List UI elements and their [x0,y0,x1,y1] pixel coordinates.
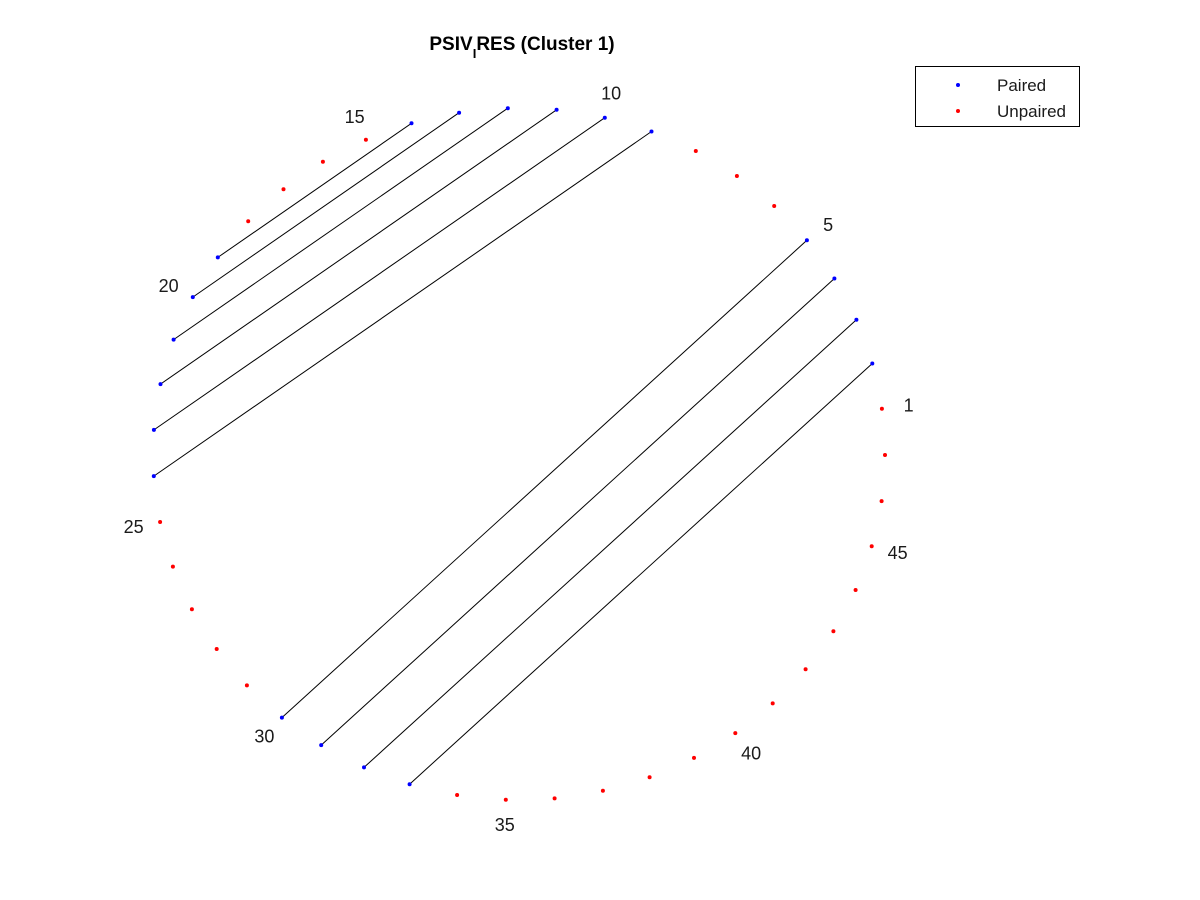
position-label-45: 45 [888,543,908,563]
position-label-10: 10 [601,83,621,103]
unpaired-dot-6 [772,204,777,208]
paired-dot-14 [409,121,414,126]
paired-dot-3 [854,317,859,322]
paired-dot-19 [215,255,220,260]
paired-dot-9 [649,129,654,134]
position-dots [151,106,887,802]
paired-dot-4 [832,276,837,281]
pair-line-9-24 [153,131,652,477]
legend: Paired Unpaired [915,66,1080,127]
position-label-5: 5 [823,215,833,235]
unpaired-dot-42 [803,667,808,672]
unpaired-dot-8 [693,149,698,153]
legend-marker-paired [956,83,960,87]
position-label-15: 15 [345,107,365,127]
unpaired-dot-40 [733,731,738,736]
legend-label-unpaired: Unpaired [997,102,1066,121]
paired-dot-32 [362,765,366,770]
unpaired-dot-18 [246,219,251,224]
unpaired-dot-46 [879,499,884,504]
paired-dot-2 [870,361,875,366]
paired-dot-12 [505,106,510,111]
unpaired-dot-17 [281,187,286,192]
paired-dot-22 [158,382,163,387]
position-label-1: 1 [904,396,914,416]
title-main: PSIV [429,34,473,55]
pair-line-10-23 [153,117,606,431]
unpaired-dot-29 [244,683,249,688]
unpaired-dot-26 [170,564,175,569]
paired-dot-13 [457,110,462,115]
title-subscript: I [473,46,477,61]
paired-dot-24 [151,474,156,479]
position-label-25: 25 [124,517,144,537]
paired-dot-10 [602,115,607,120]
chart-title: PSIVIRES (Cluster 1) [429,34,614,61]
unpaired-dot-27 [189,607,194,612]
pair-line-3-32 [363,319,857,768]
title-rest: RES (Cluster 1) [476,34,614,55]
unpaired-dot-45 [869,544,874,549]
paired-dot-11 [554,107,559,112]
unpaired-dot-1 [879,406,884,411]
unpaired-dot-28 [214,647,219,651]
pair-line-2-33 [409,363,873,785]
unpaired-dot-34 [455,793,460,797]
pair-line-12-21 [173,107,509,341]
position-label-30: 30 [254,727,274,747]
unpaired-dot-47 [883,453,887,457]
unpaired-dot-15 [363,137,368,142]
unpaired-dot-16 [320,159,325,164]
unpaired-dot-39 [692,755,696,760]
paired-dot-30 [279,715,284,720]
paired-dot-33 [407,782,412,787]
pair-line-4-31 [320,278,835,746]
legend-box [915,66,1080,127]
paired-dot-31 [319,743,324,748]
unpaired-dot-44 [853,588,858,592]
pair-lines [153,107,873,785]
unpaired-dot-38 [647,775,652,780]
unpaired-dot-37 [600,788,605,793]
position-label-35: 35 [495,815,515,835]
pair-line-5-30 [281,239,808,718]
unpaired-dot-41 [770,701,775,706]
legend-marker-unpaired [956,109,960,113]
paired-dot-21 [171,337,176,342]
pair-line-11-22 [160,109,557,385]
unpaired-dot-35 [503,797,508,802]
position-label-40: 40 [741,743,761,763]
paired-dot-5 [804,238,809,243]
unpaired-dot-43 [831,629,836,634]
legend-label-paired: Paired [997,76,1046,95]
paired-dot-20 [190,295,195,300]
pair-line-14-19 [217,122,412,258]
paired-dot-23 [151,427,156,432]
pair-line-13-20 [192,112,460,298]
unpaired-dot-36 [552,796,557,801]
position-label-20: 20 [159,276,179,296]
unpaired-dot-7 [734,174,739,178]
unpaired-dot-25 [158,520,163,524]
